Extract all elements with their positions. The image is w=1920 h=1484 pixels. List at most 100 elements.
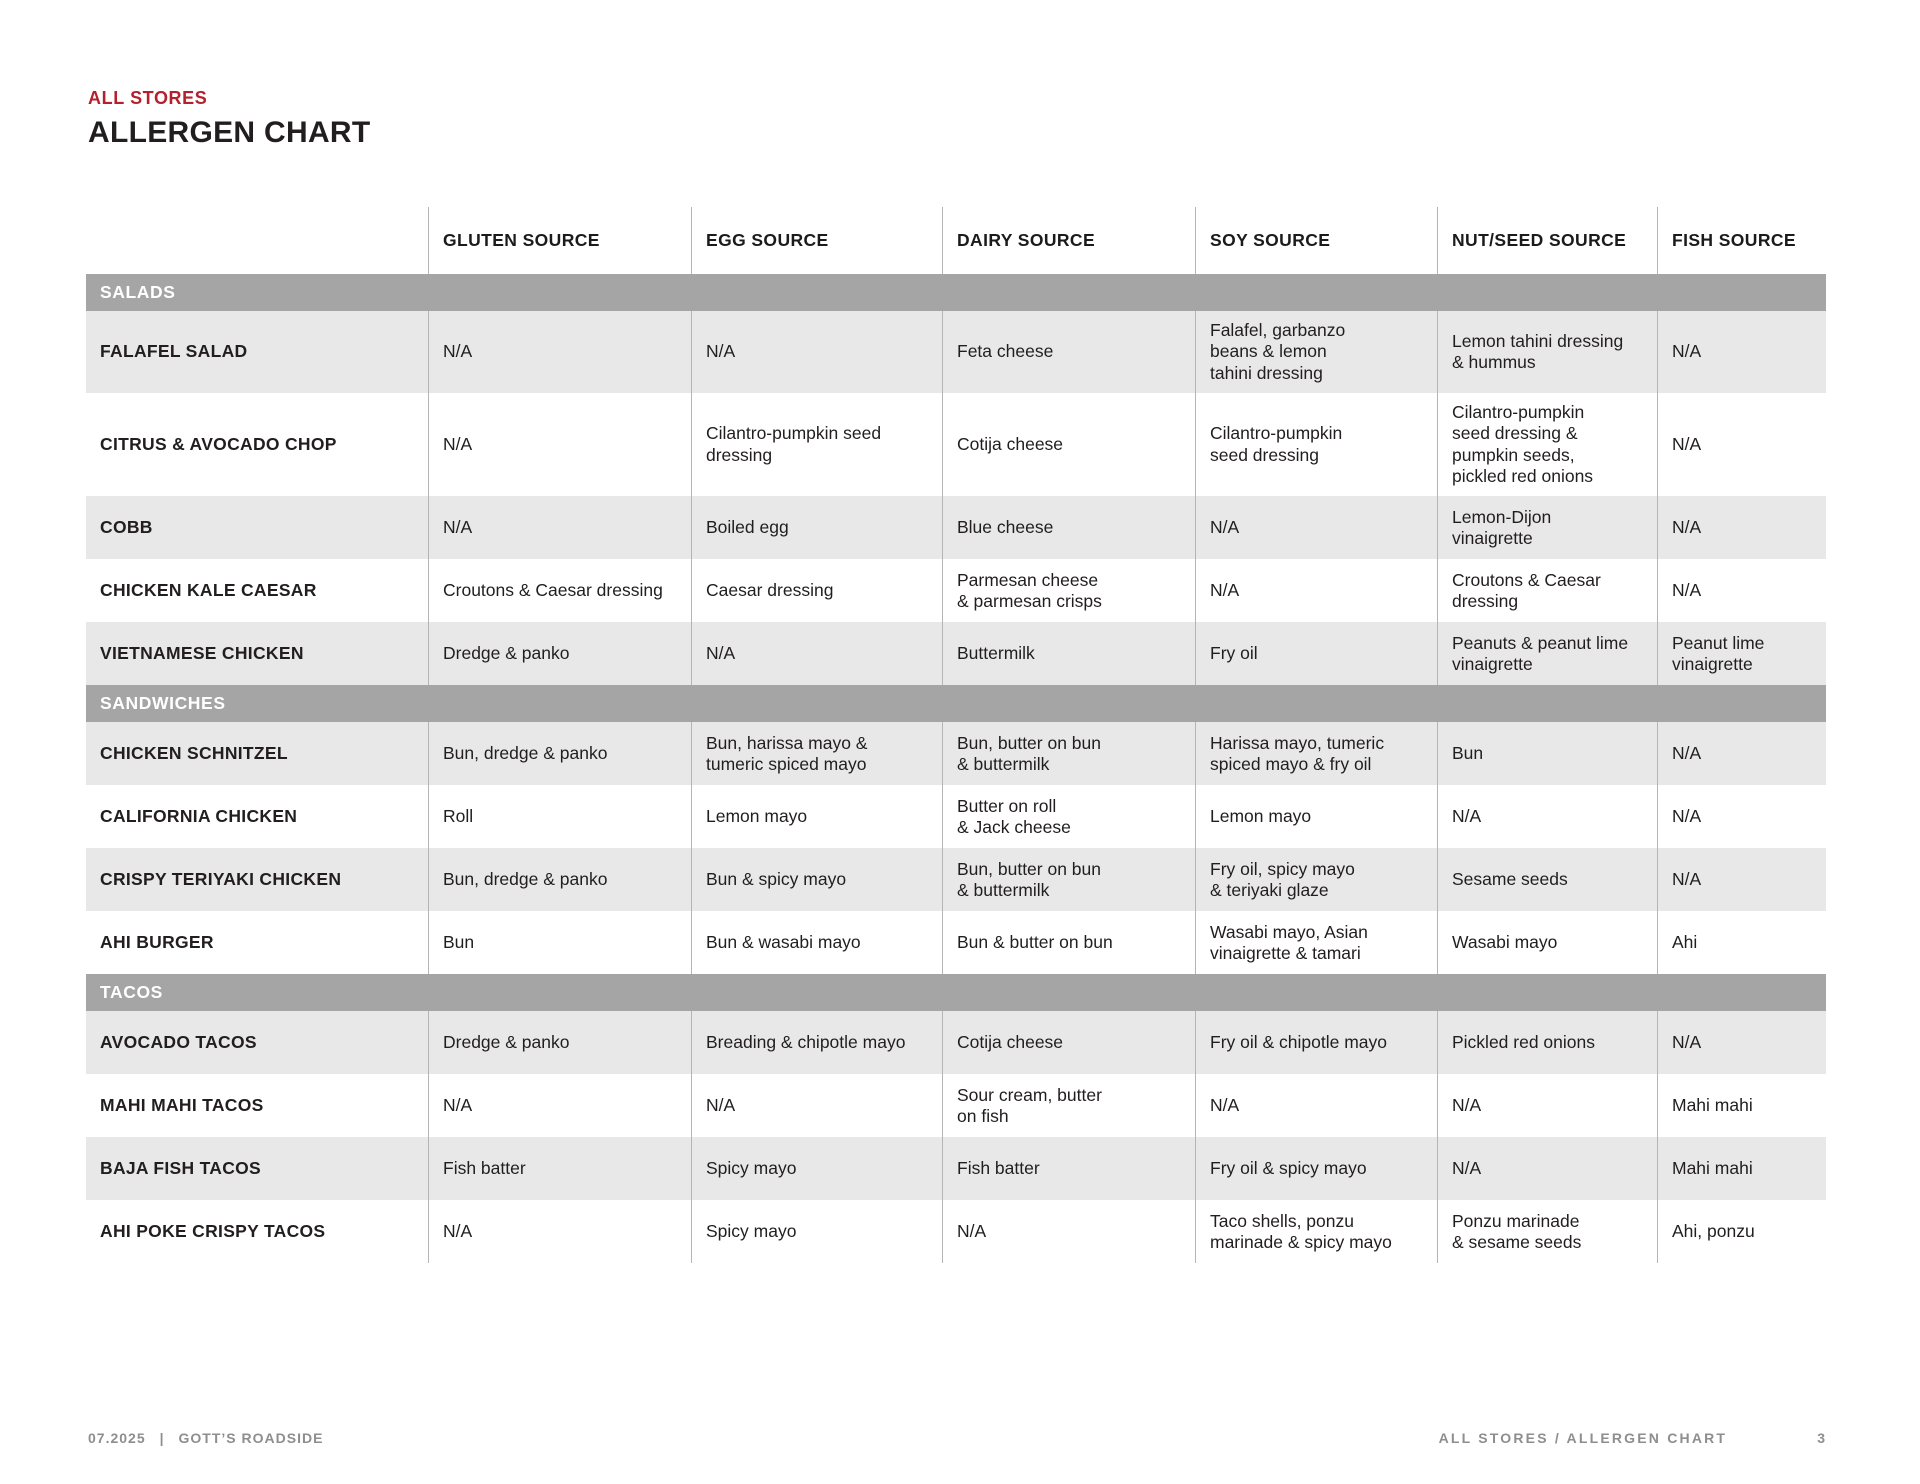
column-header: GLUTEN SOURCE [428,207,691,274]
allergen-cell: N/A [1195,496,1437,560]
allergen-cell: Fry oil & chipotle mayo [1195,1011,1437,1075]
allergen-cell: Taco shells, ponzu marinade & spicy mayo [1195,1200,1437,1264]
footer-left: 07.2025 | GOTT’S ROADSIDE [88,1430,323,1446]
allergen-cell: N/A [691,1074,942,1138]
table-row: BAJA FISH TACOS Fish batter Spicy mayo Fish… [86,1137,1826,1201]
table-header-row: GLUTEN SOURCE EGG SOURCE DAIRY SOURCE SOY S… [86,207,1826,274]
allergen-cell: N/A [691,311,942,394]
allergen-cell: Croutons & Caesar dressing [1437,559,1657,623]
allergen-cell: N/A [942,1200,1195,1264]
allergen-cell: Fry oil [1195,622,1437,686]
table-row: AHI POKE CRISPY TACOS N/A Spicy mayo N/A Tac… [86,1200,1826,1264]
allergen-cell: Ahi [1657,911,1826,975]
allergen-cell: N/A [1657,848,1826,912]
allergen-cell: Sesame seeds [1437,848,1657,912]
allergen-cell: Lemon tahini dressing & hummus [1437,311,1657,394]
table-row: CRISPY TERIYAKI CHICKEN Bun, dredge & pan… [86,848,1826,912]
item-label: MAHI MAHI TACOS [100,1095,264,1116]
allergen-cell: Croutons & Caesar dressing [428,559,691,623]
allergen-cell: Lemon-Dijon vinaigrette [1437,496,1657,560]
table-row: VIETNAMESE CHICKEN Dredge & panko N/A Butte… [86,622,1826,686]
allergen-cell: Boiled egg [691,496,942,560]
item-label: AHI BURGER [100,932,214,953]
allergen-cell: Cilantro-pumpkin seed dressing & pumpkin… [1437,393,1657,497]
table-row: FALAFEL SALAD N/A N/A Feta cheese Falafel, g… [86,311,1826,394]
allergen-cell: N/A [428,1074,691,1138]
footer-doc-label: ALL STORES / ALLERGEN CHART [1438,1430,1728,1446]
allergen-cell: Bun & wasabi mayo [691,911,942,975]
allergen-cell: N/A [1657,496,1826,560]
allergen-cell: Lemon mayo [1195,785,1437,849]
allergen-cell: Feta cheese [942,311,1195,394]
footer-right: ALL STORES / ALLERGEN CHART 3 [1439,1430,1826,1446]
allergen-cell: Bun, butter on bun & buttermilk [942,848,1195,912]
item-label: CITRUS & AVOCADO CHOP [100,434,337,455]
allergen-cell: N/A [428,496,691,560]
allergen-cell: N/A [1657,311,1826,394]
allergen-cell: Parmesan cheese & parmesan crisps [942,559,1195,623]
item-label: COBB [100,517,153,538]
allergen-table: GLUTEN SOURCE EGG SOURCE DAIRY SOURCE SOY S… [86,207,1826,1264]
footer-separator: | [159,1430,165,1446]
allergen-cell: N/A [1657,722,1826,786]
allergen-cell: Pickled red onions [1437,1011,1657,1075]
allergen-cell: Harissa mayo, tumeric spiced mayo & fry … [1195,722,1437,786]
table-row: CALIFORNIA CHICKEN Roll Lemon mayo Butter o… [86,785,1826,849]
allergen-cell: Fish batter [428,1137,691,1201]
allergen-cell: Ponzu marinade & sesame seeds [1437,1200,1657,1264]
allergen-cell: Bun, dredge & panko [428,722,691,786]
allergen-cell: Cilantro-pumpkin seed dressing [1195,393,1437,497]
allergen-cell: Mahi mahi [1657,1074,1826,1138]
item-label: CHICKEN SCHNITZEL [100,743,288,764]
table-row: AHI BURGER Bun Bun & wasabi mayo Bun & butt… [86,911,1826,975]
allergen-cell: Wasabi mayo, Asian vinaigrette & tamari [1195,911,1437,975]
item-label: VIETNAMESE CHICKEN [100,643,304,664]
section-bar: SANDWICHES [86,685,1826,723]
allergen-cell: Ahi, ponzu [1657,1200,1826,1264]
allergen-cell: Cilantro-pumpkin seed dressing [691,393,942,497]
allergen-cell: Blue cheese [942,496,1195,560]
allergen-cell: Dredge & panko [428,622,691,686]
allergen-cell: Bun, dredge & panko [428,848,691,912]
item-label: CHICKEN KALE CAESAR [100,580,317,601]
allergen-cell: Bun, harissa mayo & tumeric spiced mayo [691,722,942,786]
allergen-cell: N/A [1437,1137,1657,1201]
allergen-cell: Bun, butter on bun & buttermilk [942,722,1195,786]
allergen-cell: N/A [1437,1074,1657,1138]
section-label: SALADS [100,282,176,302]
page-footer: 07.2025 | GOTT’S ROADSIDE ALL STORES / A… [88,1430,1826,1446]
eyebrow-label: ALL STORES [88,88,208,108]
table-row: AVOCADO TACOS Dredge & panko Breading & ch… [86,1011,1826,1075]
allergen-cell: N/A [428,311,691,394]
allergen-cell: Roll [428,785,691,849]
allergen-cell: Fry oil & spicy mayo [1195,1137,1437,1201]
column-header: DAIRY SOURCE [942,207,1195,274]
page-title: ALLERGEN CHART [88,116,371,149]
allergen-cell: Lemon mayo [691,785,942,849]
allergen-cell: N/A [428,1200,691,1264]
allergen-cell: Fish batter [942,1137,1195,1201]
allergen-cell: Dredge & panko [428,1011,691,1075]
item-label: BAJA FISH TACOS [100,1158,262,1179]
column-header: NUT/SEED SOURCE [1437,207,1657,274]
footer-date: 07.2025 [88,1430,146,1446]
allergen-cell: Falafel, garbanzo beans & lemon tahini d… [1195,311,1437,394]
allergen-cell: N/A [428,393,691,497]
item-label: CALIFORNIA CHICKEN [100,806,298,827]
allergen-cell: Spicy mayo [691,1137,942,1201]
allergen-cell: Bun & butter on bun [942,911,1195,975]
item-label: FALAFEL SALAD [100,341,248,362]
section-bar: TACOS [86,974,1826,1012]
allergen-cell: Mahi mahi [1657,1137,1826,1201]
column-header: EGG SOURCE [691,207,942,274]
allergen-cell: Bun [428,911,691,975]
allergen-cell: Peanuts & peanut lime vinaigrette [1437,622,1657,686]
table-row: CITRUS & AVOCADO CHOP N/A Cilantro-pumpkin… [86,393,1826,497]
allergen-cell: Peanut lime vinaigrette [1657,622,1826,686]
document-header: ALL STORES ALLERGEN CHART [0,0,1920,150]
allergen-cell: Spicy mayo [691,1200,942,1264]
item-label: CRISPY TERIYAKI CHICKEN [100,869,342,890]
allergen-cell: Bun [1437,722,1657,786]
section-label: TACOS [100,982,163,1003]
